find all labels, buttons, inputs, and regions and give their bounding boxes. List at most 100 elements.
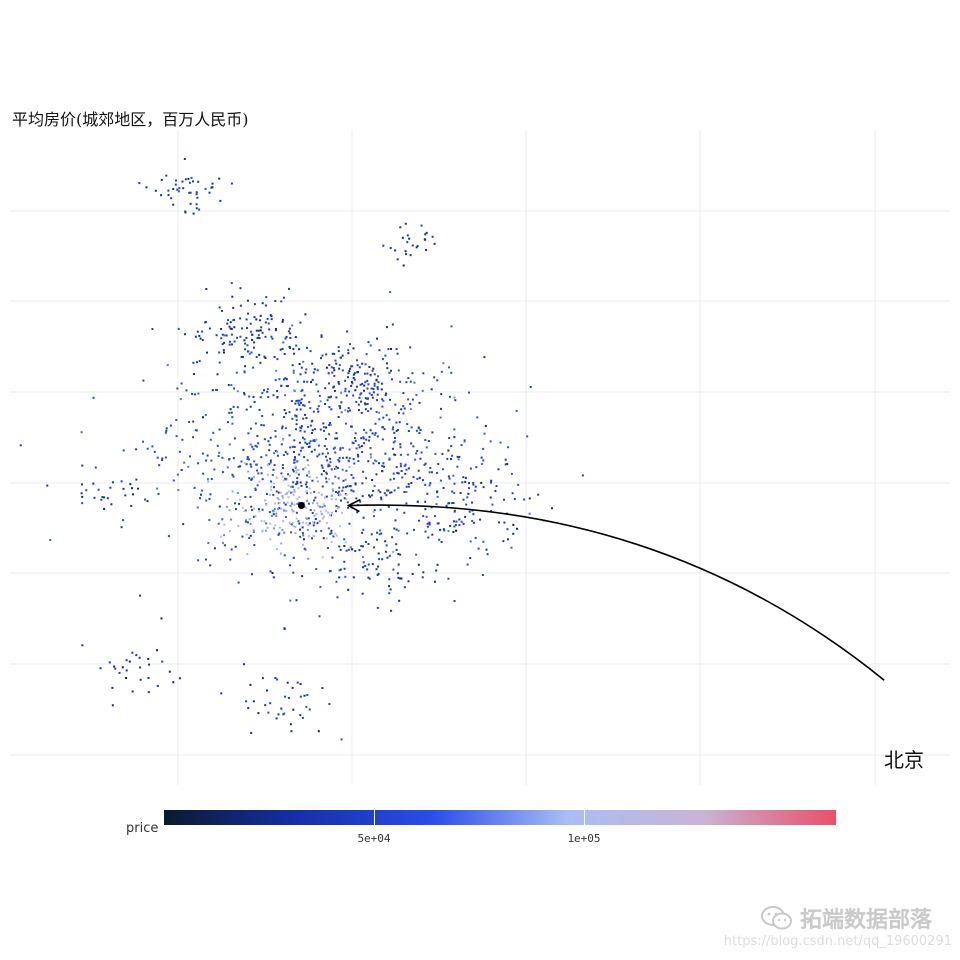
data-point	[299, 683, 302, 686]
data-point	[369, 373, 372, 376]
data-point	[293, 503, 296, 506]
data-point	[320, 493, 323, 496]
data-point	[281, 320, 284, 323]
data-point	[394, 249, 397, 252]
data-point	[242, 356, 244, 358]
data-point	[417, 563, 420, 566]
data-point	[145, 186, 148, 189]
data-point	[388, 458, 391, 461]
data-point	[312, 535, 315, 538]
data-point	[315, 438, 318, 441]
data-point	[402, 264, 405, 267]
data-point	[499, 441, 502, 444]
data-point	[376, 393, 379, 396]
data-point	[404, 250, 407, 253]
data-point	[164, 456, 167, 459]
data-point	[251, 508, 253, 511]
data-point	[270, 318, 273, 321]
data-point	[335, 491, 337, 493]
data-point	[344, 541, 347, 544]
data-point	[338, 486, 341, 489]
data-point	[305, 481, 308, 484]
data-point	[317, 491, 320, 494]
data-point	[439, 528, 442, 531]
data-point	[209, 564, 212, 567]
data-point	[334, 451, 337, 454]
data-point	[328, 364, 331, 366]
data-point	[215, 388, 217, 391]
data-point	[380, 388, 383, 391]
data-point	[247, 707, 250, 710]
data-point	[465, 503, 468, 506]
data-point	[193, 373, 195, 375]
data-point	[287, 496, 290, 499]
data-point	[210, 459, 213, 462]
data-point	[292, 348, 295, 350]
data-point	[223, 523, 226, 526]
data-point	[361, 556, 364, 559]
data-point	[233, 326, 236, 329]
data-point	[252, 515, 255, 518]
data-point	[185, 389, 188, 392]
data-point	[183, 158, 186, 160]
data-point	[428, 471, 431, 474]
data-point	[581, 474, 584, 477]
data-point	[459, 492, 462, 494]
data-point	[156, 487, 159, 490]
data-point	[196, 330, 199, 333]
data-point	[330, 408, 333, 411]
data-point	[344, 387, 347, 390]
data-point	[125, 659, 128, 662]
data-point	[226, 466, 229, 469]
data-point	[244, 520, 247, 523]
data-point	[340, 499, 342, 502]
data-point	[319, 585, 322, 588]
data-point	[249, 330, 252, 333]
data-point	[452, 502, 455, 504]
data-point	[156, 456, 159, 459]
data-point	[405, 253, 407, 256]
data-point	[327, 452, 329, 455]
data-point	[481, 463, 483, 465]
data-point	[422, 372, 425, 375]
data-point	[241, 506, 244, 509]
data-point	[392, 441, 395, 444]
data-point	[144, 498, 147, 501]
data-point	[338, 490, 340, 493]
data-point	[293, 352, 296, 355]
data-point	[178, 187, 181, 190]
data-point	[154, 189, 157, 192]
data-point	[348, 522, 351, 525]
data-point	[346, 501, 349, 504]
data-point	[216, 373, 219, 376]
data-point	[416, 245, 419, 248]
data-point	[322, 517, 325, 520]
data-point	[380, 532, 383, 535]
data-point	[380, 382, 383, 385]
data-point	[483, 356, 486, 359]
data-point	[440, 370, 443, 373]
data-point	[208, 327, 211, 330]
data-point	[293, 488, 296, 491]
data-point	[410, 426, 413, 429]
data-point	[442, 487, 445, 489]
data-point	[248, 352, 251, 355]
data-point	[271, 337, 274, 340]
data-point	[484, 425, 487, 427]
data-point	[187, 177, 190, 180]
data-point	[349, 409, 351, 412]
data-point	[274, 435, 277, 438]
data-point	[249, 463, 252, 466]
data-point	[405, 502, 408, 505]
data-point	[250, 732, 253, 734]
data-point	[227, 319, 230, 322]
data-point	[284, 493, 287, 496]
data-point	[230, 384, 233, 387]
data-point	[247, 521, 249, 524]
data-point	[516, 527, 518, 530]
data-point	[202, 472, 205, 475]
data-point	[376, 574, 379, 576]
data-point	[390, 609, 393, 612]
data-point	[241, 535, 244, 538]
data-point	[315, 530, 318, 533]
